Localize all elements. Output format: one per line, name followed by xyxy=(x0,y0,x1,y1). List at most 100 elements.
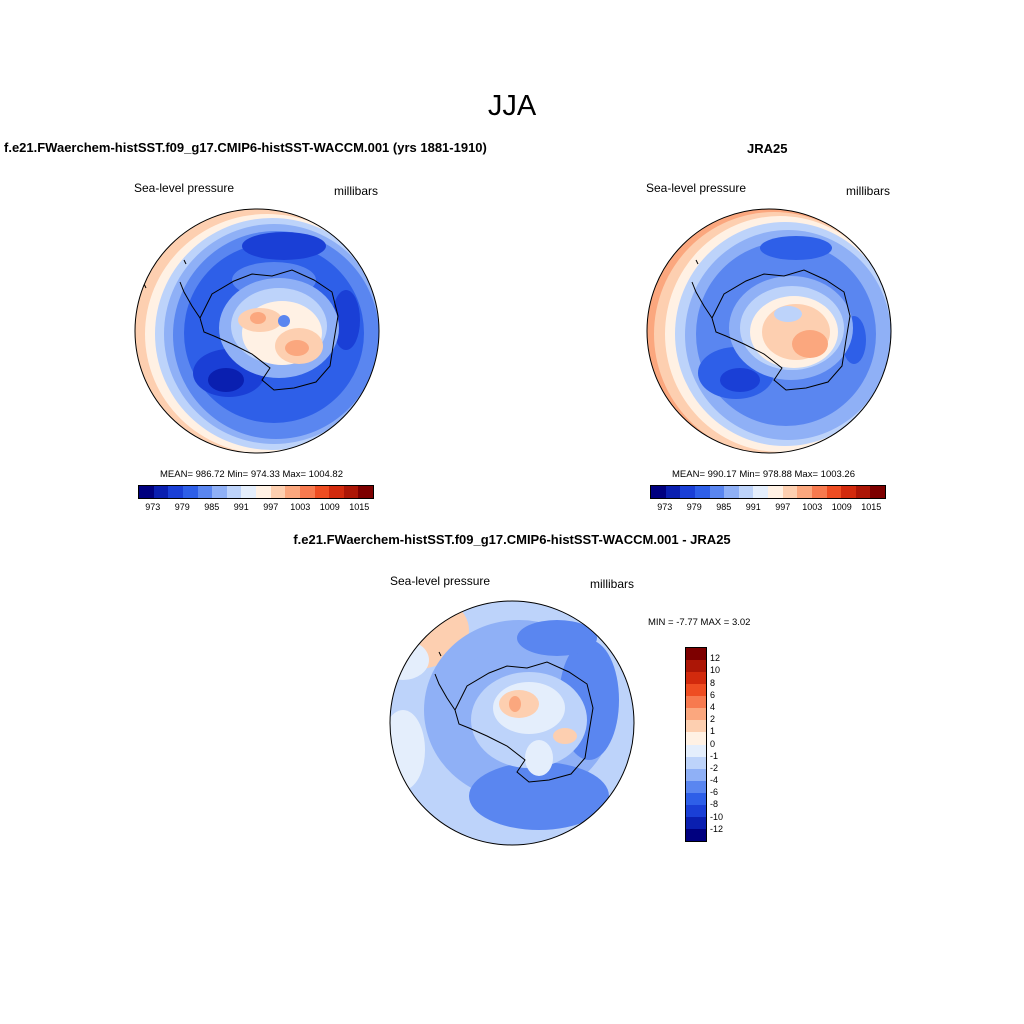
colorbar-swatch xyxy=(256,486,271,498)
panel-2-colorbar xyxy=(650,485,886,499)
colorbar-tick-label: 997 xyxy=(263,502,279,512)
colorbar-tick-label: 1009 xyxy=(319,502,340,512)
colorbar-swatch xyxy=(285,486,300,498)
colorbar-swatch xyxy=(782,486,798,498)
colorbar-swatch xyxy=(686,780,706,793)
colorbar-tick-label: 985 xyxy=(204,502,220,512)
panel-2-variable-label: Sea-level pressure xyxy=(646,181,747,195)
colorbar-tick-label: 8 xyxy=(710,677,716,688)
colorbar-swatch xyxy=(329,486,344,498)
colorbar-tick-label: 1 xyxy=(710,726,716,737)
map-border xyxy=(646,208,892,454)
colorbar-tick-label: -12 xyxy=(710,823,724,834)
colorbar-swatch xyxy=(212,486,227,498)
colorbar-swatch xyxy=(686,732,706,745)
colorbar-tick-label: 997 xyxy=(775,502,791,512)
colorbar-swatch xyxy=(855,486,871,498)
colorbar-tick-label: 1009 xyxy=(831,502,852,512)
antarctica-coastline xyxy=(691,269,851,391)
panel-3-units-label: millibars xyxy=(590,577,635,591)
colorbar-swatch xyxy=(686,768,706,781)
colorbar-tick-label: 991 xyxy=(233,502,249,512)
map-border xyxy=(134,208,380,454)
colorbar-tick-label: -6 xyxy=(710,787,719,798)
colorbar-tick-label: -8 xyxy=(710,799,719,810)
colorbar-swatch xyxy=(299,486,315,498)
colorbar-swatch xyxy=(841,486,856,498)
colorbar-tick-label: 979 xyxy=(686,502,702,512)
colorbar-swatch xyxy=(753,486,768,498)
colorbar-tick-label: 979 xyxy=(174,502,190,512)
colorbar-swatch xyxy=(343,486,359,498)
colorbar-tick-label: 0 xyxy=(710,738,716,749)
colorbar-swatch xyxy=(139,486,154,498)
panel-3-map xyxy=(389,600,635,846)
colorbar-swatch xyxy=(182,486,198,498)
colorbar-swatch xyxy=(811,486,827,498)
colorbar-swatch xyxy=(665,486,681,498)
colorbar-swatch xyxy=(314,486,330,498)
colorbar-tick-label: 991 xyxy=(745,502,761,512)
colorbar-tick-label: 6 xyxy=(710,689,716,700)
colorbar-swatch xyxy=(709,486,725,498)
colorbar-swatch xyxy=(738,486,754,498)
colorbar-tick-label: -1 xyxy=(710,750,719,761)
panel-1-stats: MEAN= 986.72 Min= 974.33 Max= 1004.82 xyxy=(160,469,343,480)
colorbar-swatch xyxy=(270,486,286,498)
colorbar-swatch xyxy=(197,486,213,498)
panel-2-title: JRA25 xyxy=(747,141,788,156)
colorbar-swatch xyxy=(358,486,373,498)
colorbar-swatch xyxy=(686,792,706,805)
colorbar-tick-label: 973 xyxy=(657,502,673,512)
colorbar-tick-label: 10 xyxy=(710,665,721,676)
panel-1-map xyxy=(134,208,380,454)
panel-3-stats: MIN = -7.77 MAX = 3.02 xyxy=(648,617,751,628)
colorbar-swatch xyxy=(768,486,783,498)
colorbar-tick-label: 2 xyxy=(710,714,716,725)
colorbar-tick-label: -4 xyxy=(710,775,719,786)
colorbar-tick-label: 4 xyxy=(710,701,716,712)
panel-3-variable-label: Sea-level pressure xyxy=(390,574,491,588)
colorbar-swatch xyxy=(686,672,706,685)
colorbar-swatch xyxy=(680,486,695,498)
colorbar-tick-label: 973 xyxy=(145,502,161,512)
colorbar-swatch xyxy=(686,696,706,709)
panel-2-map xyxy=(646,208,892,454)
colorbar-tick-label: 1015 xyxy=(349,502,370,512)
panel-3-colorbar xyxy=(685,647,707,842)
colorbar-swatch xyxy=(826,486,842,498)
antarctica-coastline xyxy=(179,269,339,391)
colorbar-swatch xyxy=(686,720,706,733)
colorbar-tick-label: 1003 xyxy=(290,502,311,512)
colorbar-swatch xyxy=(870,486,885,498)
colorbar-swatch xyxy=(686,756,706,769)
panel-2-units-label: millibars xyxy=(846,184,891,198)
map-border xyxy=(389,600,635,846)
figure-title: JJA xyxy=(487,90,537,122)
colorbar-tick-label: -2 xyxy=(710,762,719,773)
colorbar-swatch xyxy=(797,486,812,498)
colorbar-swatch xyxy=(686,684,706,697)
colorbar-swatch xyxy=(168,486,183,498)
colorbar-swatch xyxy=(724,486,739,498)
colorbar-tick-label: 985 xyxy=(716,502,732,512)
panel-2-stats: MEAN= 990.17 Min= 978.88 Max= 1003.26 xyxy=(672,469,855,480)
colorbar-tick-label: 1015 xyxy=(861,502,882,512)
colorbar-swatch xyxy=(686,816,706,829)
antarctica-coastline xyxy=(434,661,594,783)
colorbar-swatch xyxy=(226,486,242,498)
colorbar-swatch xyxy=(153,486,169,498)
colorbar-swatch xyxy=(694,486,710,498)
colorbar-swatch xyxy=(651,486,666,498)
colorbar-swatch xyxy=(686,828,706,841)
panel-1-units-label: millibars xyxy=(334,184,379,198)
panel-1-title: f.e21.FWaerchem-histSST.f09_g17.CMIP6-hi… xyxy=(4,140,487,155)
panel-1-variable-label: Sea-level pressure xyxy=(134,181,235,195)
colorbar-swatch xyxy=(241,486,256,498)
colorbar-swatch xyxy=(686,804,706,817)
colorbar-tick-label: 12 xyxy=(710,653,721,664)
colorbar-tick-label: 1003 xyxy=(802,502,823,512)
colorbar-swatch xyxy=(686,648,706,661)
panel-3-title: f.e21.FWaerchem-histSST.f09_g17.CMIP6-hi… xyxy=(293,532,731,547)
panel-1-colorbar xyxy=(138,485,374,499)
